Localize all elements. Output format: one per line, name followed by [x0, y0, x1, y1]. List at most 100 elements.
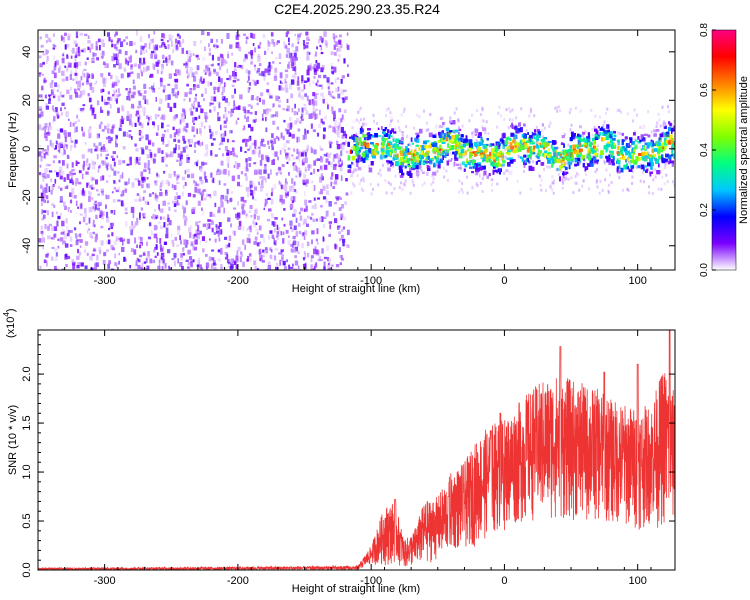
spectrogram-cell	[313, 75, 316, 79]
spectrogram-cell	[383, 133, 388, 137]
spectrogram-cell	[149, 258, 153, 264]
spectrogram-cell	[293, 268, 298, 270]
spectrogram-cell	[159, 244, 162, 249]
spectrogram-cell	[43, 133, 47, 139]
spectrogram-cell	[76, 255, 80, 260]
spectrogram-cell	[209, 219, 213, 222]
spectrogram-cell	[610, 152, 614, 157]
spectrogram-cell	[157, 147, 161, 154]
spectrogram-cell	[271, 133, 274, 139]
spectrogram-cell	[210, 150, 213, 156]
spectrogram-cell	[203, 197, 207, 201]
spectrogram-cell	[152, 192, 154, 195]
spectrogram-cell	[231, 94, 235, 99]
spectrogram-cell	[338, 207, 342, 211]
spectrogram-cell	[226, 33, 230, 39]
spectrogram-cell	[225, 244, 229, 249]
spectrogram-cell	[327, 210, 329, 215]
spectrogram-cell	[274, 247, 278, 251]
spectrogram-cell	[223, 114, 225, 119]
spectrogram-cell	[56, 59, 59, 64]
spectrogram-cell	[143, 190, 146, 194]
spectrogram-cell	[237, 41, 240, 46]
spectrogram-cell	[224, 236, 228, 240]
spectrogram-cell	[250, 61, 253, 65]
spectrogram-cell	[60, 112, 64, 116]
spectrogram-cell	[285, 229, 289, 234]
spectrogram-cell	[192, 126, 195, 131]
spectrogram-cell	[49, 39, 52, 43]
spectrogram-cell	[143, 112, 146, 116]
spectrogram-cell	[48, 223, 52, 226]
spectrogram-cell	[208, 48, 211, 52]
spectrogram-cell	[292, 213, 296, 217]
spectrogram-cell	[71, 259, 74, 265]
spectrogram-cell	[84, 61, 87, 66]
spectrogram-cell	[88, 217, 91, 224]
spectrogram-cell	[305, 31, 309, 36]
spectrogram-cell	[203, 125, 206, 129]
spectrogram-cell	[56, 172, 59, 176]
spectrogram-cell	[217, 86, 220, 93]
spectrogram-cell	[258, 63, 262, 67]
spectrogram-cell	[314, 246, 317, 251]
spectrogram-cell	[57, 215, 61, 220]
spectrogram-cell	[260, 234, 264, 238]
spectrogram-cell	[263, 250, 266, 255]
spectrogram-cell	[194, 246, 197, 251]
spectrogram-cell	[318, 191, 322, 195]
spectrogram-cell	[138, 162, 141, 165]
spectrogram-cell	[196, 128, 198, 135]
spectrogram-cell	[104, 149, 108, 152]
spectrogram-cell	[53, 65, 57, 71]
spectrogram-cell	[251, 79, 255, 82]
spectrogram-cell	[222, 86, 225, 93]
spectrogram-cell	[338, 108, 342, 113]
spectrogram-cell	[414, 163, 418, 166]
spectrogram-cell	[45, 151, 48, 155]
spectrogram-cell	[83, 68, 87, 71]
spectrogram-cell	[116, 41, 119, 45]
spectrogram-cell	[342, 226, 346, 230]
spectrogram-cell	[43, 153, 46, 159]
spectrogram-cell	[313, 70, 318, 75]
spectrogram-cell	[278, 62, 281, 65]
spectrogram-cell	[108, 260, 111, 265]
spectrogram-cell	[311, 205, 314, 209]
spectrogram-cell	[242, 261, 245, 267]
spectrogram-cell	[140, 171, 144, 177]
spectrogram-cell	[103, 252, 107, 257]
spectrogram-cell	[61, 151, 65, 157]
spectrogram-cell	[194, 161, 197, 166]
spectrogram-cell	[267, 173, 270, 179]
spectrogram-cell	[287, 235, 290, 238]
spectrogram-cell	[121, 106, 125, 112]
spectrogram-cell	[120, 200, 124, 206]
spectrogram-cell	[211, 54, 214, 61]
spectrogram-cell	[306, 95, 309, 101]
spectrogram-cell	[327, 258, 332, 263]
spectrogram-cell	[304, 199, 308, 206]
spectrogram-cell	[217, 225, 220, 230]
spectrogram-cell	[612, 150, 614, 154]
spectrogram-cell	[224, 252, 228, 255]
spectrogram-cell	[216, 45, 219, 48]
spectrogram-cell	[582, 163, 585, 168]
spectrogram-cell	[173, 171, 176, 177]
spectrogram-cell	[294, 260, 299, 266]
spectrogram-cell	[291, 154, 294, 157]
spectrogram-cell	[237, 246, 241, 252]
spectrogram-cell	[264, 247, 268, 251]
spectrogram-cell	[160, 182, 163, 188]
spectrogram-cell	[152, 142, 155, 147]
spectrogram-cell	[142, 49, 146, 54]
spectrogram-cell	[162, 139, 165, 145]
spectrogram-cell	[291, 178, 294, 184]
spectrogram-cell	[328, 232, 332, 236]
spectrogram-cell	[177, 130, 180, 137]
spectrogram-cell	[339, 159, 342, 162]
spectrogram-cell	[224, 130, 227, 137]
spectrogram-cell	[261, 117, 264, 121]
spectrogram-cell	[75, 61, 79, 67]
spectrogram-cell	[290, 244, 294, 247]
